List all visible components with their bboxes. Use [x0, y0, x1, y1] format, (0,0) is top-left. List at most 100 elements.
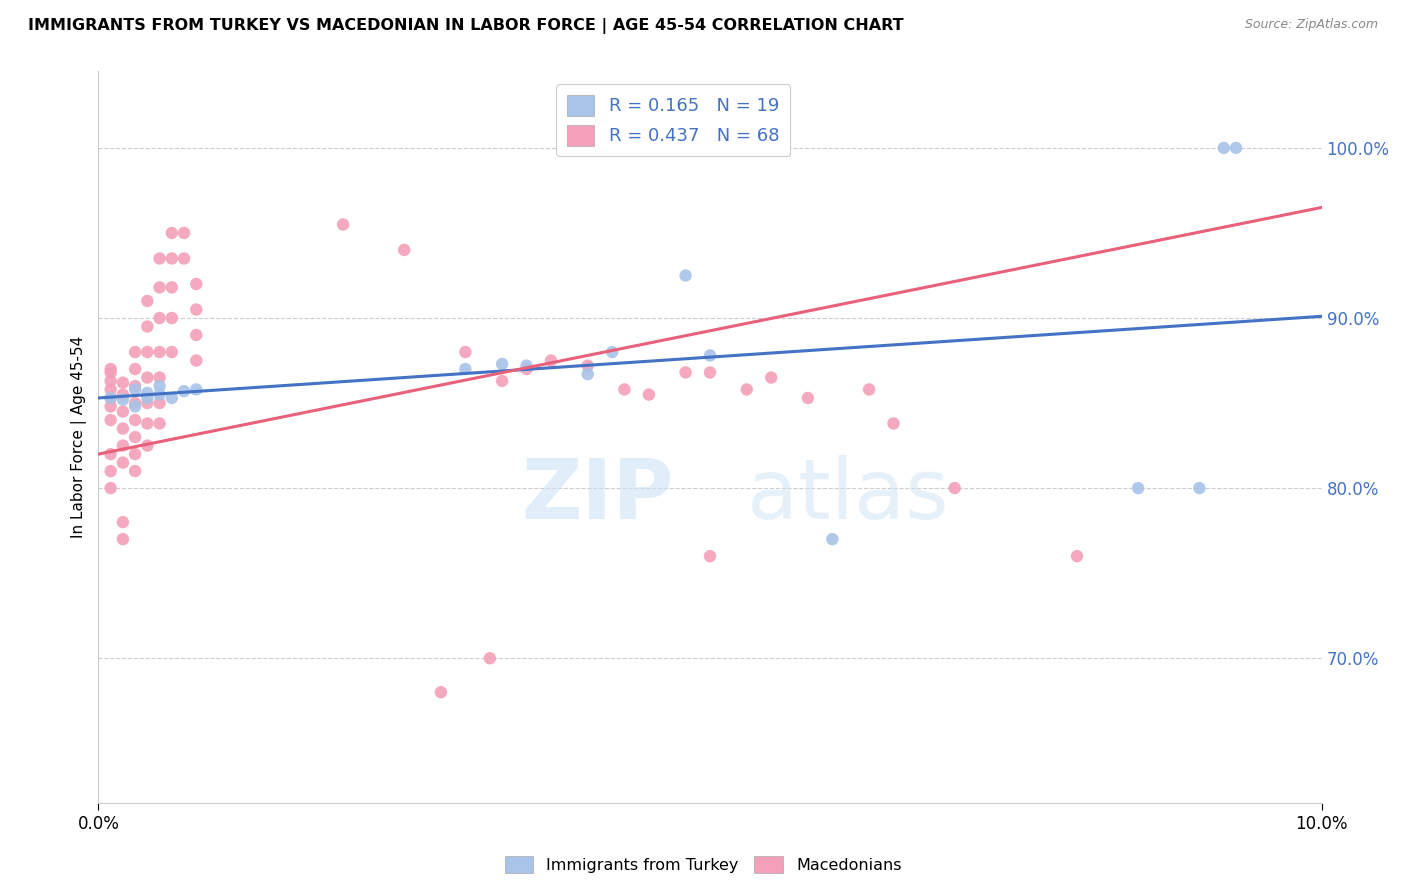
Point	[637, 387, 661, 401]
Point	[699, 366, 721, 380]
Point	[675, 366, 697, 380]
Point	[392, 243, 416, 257]
Point	[100, 481, 122, 495]
Point	[124, 447, 146, 461]
Point	[430, 685, 453, 699]
Point	[821, 532, 844, 546]
Point	[100, 447, 122, 461]
Point	[699, 549, 721, 563]
Point	[136, 370, 159, 384]
Point	[100, 400, 122, 414]
Point	[100, 362, 122, 376]
Point	[149, 252, 172, 266]
Point	[149, 417, 172, 431]
Point	[111, 392, 134, 407]
Point	[124, 379, 146, 393]
Point	[1188, 481, 1211, 495]
Point	[100, 391, 122, 405]
Point	[516, 359, 538, 373]
Point	[186, 353, 208, 368]
Point	[675, 268, 697, 283]
Point	[100, 413, 122, 427]
Point	[100, 464, 122, 478]
Point	[332, 218, 354, 232]
Point	[883, 417, 905, 431]
Point	[111, 439, 134, 453]
Point	[454, 362, 477, 376]
Point	[160, 311, 183, 326]
Point	[136, 391, 159, 405]
Legend: Immigrants from Turkey, Macedonians: Immigrants from Turkey, Macedonians	[498, 849, 908, 880]
Point	[111, 456, 134, 470]
Point	[111, 404, 134, 418]
Point	[173, 384, 195, 399]
Point	[160, 280, 183, 294]
Point	[173, 252, 195, 266]
Point	[491, 374, 513, 388]
Point	[1212, 141, 1234, 155]
Legend: R = 0.165   N = 19, R = 0.437   N = 68: R = 0.165 N = 19, R = 0.437 N = 68	[557, 84, 790, 156]
Point	[454, 345, 477, 359]
Point	[111, 532, 134, 546]
Point	[186, 277, 208, 291]
Point	[173, 226, 195, 240]
Point	[160, 391, 183, 405]
Point	[491, 357, 513, 371]
Point	[600, 345, 623, 359]
Point	[149, 396, 172, 410]
Point	[100, 383, 122, 397]
Point	[478, 651, 501, 665]
Y-axis label: In Labor Force | Age 45-54: In Labor Force | Age 45-54	[72, 336, 87, 538]
Point	[124, 400, 146, 414]
Point	[124, 383, 146, 397]
Text: IMMIGRANTS FROM TURKEY VS MACEDONIAN IN LABOR FORCE | AGE 45-54 CORRELATION CHAR: IMMIGRANTS FROM TURKEY VS MACEDONIAN IN …	[28, 18, 904, 34]
Point	[858, 383, 880, 397]
Point	[100, 391, 122, 405]
Point	[124, 396, 146, 410]
Point	[136, 293, 159, 308]
Text: ZIP: ZIP	[520, 455, 673, 536]
Point	[943, 481, 966, 495]
Point	[136, 319, 159, 334]
Point	[1225, 141, 1247, 155]
Point	[136, 396, 159, 410]
Point	[124, 413, 146, 427]
Point	[149, 311, 172, 326]
Point	[540, 353, 562, 368]
Point	[1066, 549, 1088, 563]
Point	[111, 515, 134, 529]
Point	[759, 370, 782, 384]
Point	[613, 383, 636, 397]
Point	[186, 383, 208, 397]
Point	[576, 359, 599, 373]
Point	[160, 345, 183, 359]
Point	[149, 280, 172, 294]
Point	[111, 376, 134, 390]
Point	[100, 366, 122, 380]
Point	[186, 328, 208, 343]
Point	[149, 387, 172, 401]
Point	[797, 391, 820, 405]
Point	[149, 379, 172, 393]
Point	[124, 345, 146, 359]
Point	[186, 302, 208, 317]
Point	[136, 345, 159, 359]
Point	[160, 252, 183, 266]
Point	[124, 362, 146, 376]
Point	[136, 385, 159, 400]
Text: atlas: atlas	[747, 455, 949, 536]
Point	[111, 421, 134, 435]
Point	[699, 348, 721, 362]
Point	[100, 374, 122, 388]
Point	[1128, 481, 1150, 495]
Point	[136, 439, 159, 453]
Point	[136, 417, 159, 431]
Point	[124, 430, 146, 444]
Text: Source: ZipAtlas.com: Source: ZipAtlas.com	[1244, 18, 1378, 31]
Point	[735, 383, 758, 397]
Point	[160, 226, 183, 240]
Point	[149, 345, 172, 359]
Point	[124, 464, 146, 478]
Point	[111, 387, 134, 401]
Point	[149, 370, 172, 384]
